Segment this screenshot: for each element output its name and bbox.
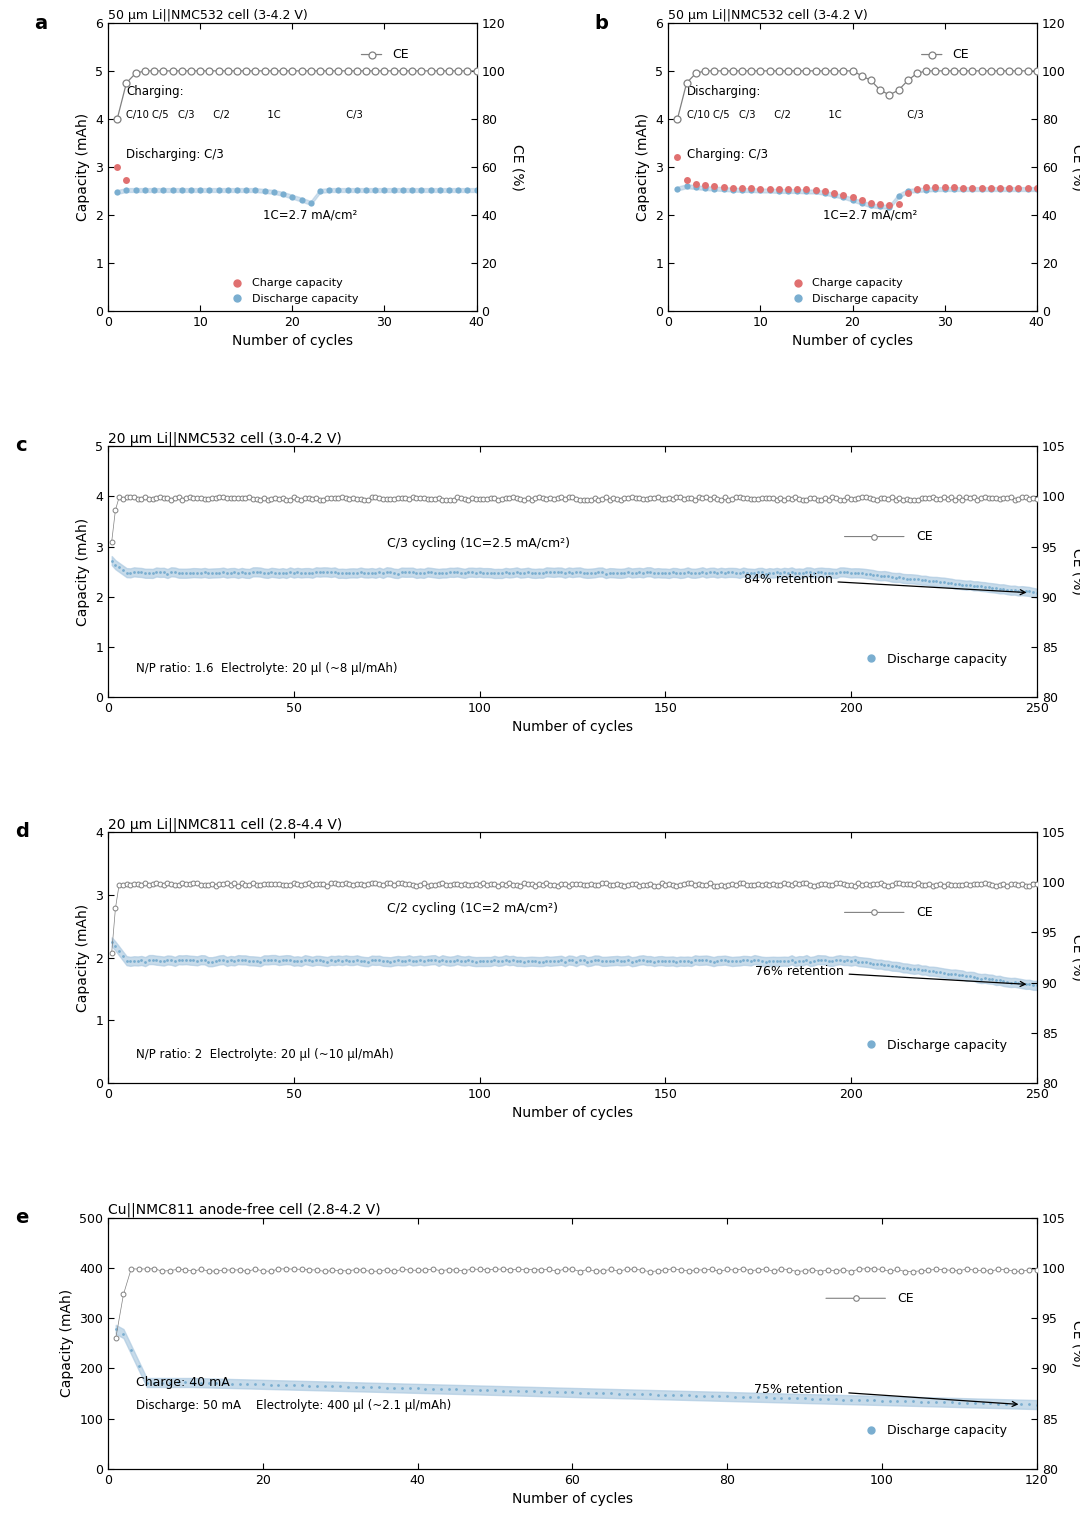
Text: N/P ratio: 1.6  Electrolyte: 20 μl (~8 μl/mAh): N/P ratio: 1.6 Electrolyte: 20 μl (~8 μl… [136, 662, 397, 674]
Text: C/10 C/5   C/3      C/2            1C                     C/3: C/10 C/5 C/3 C/2 1C C/3 [687, 110, 923, 120]
Text: Charging:: Charging: [126, 85, 184, 97]
Y-axis label: Capacity (mAh): Capacity (mAh) [59, 1289, 73, 1397]
Legend: Discharge capacity: Discharge capacity [853, 1033, 1012, 1056]
Text: 1C=2.7 mA/cm²: 1C=2.7 mA/cm² [262, 209, 357, 222]
Legend: Discharge capacity: Discharge capacity [853, 1420, 1012, 1443]
Text: d: d [15, 822, 29, 842]
Text: b: b [594, 14, 608, 33]
Text: 1C=2.7 mA/cm²: 1C=2.7 mA/cm² [823, 209, 917, 222]
X-axis label: Number of cycles: Number of cycles [512, 720, 633, 735]
Y-axis label: Capacity (mAh): Capacity (mAh) [76, 113, 90, 221]
Y-axis label: CE (%): CE (%) [1071, 935, 1080, 982]
Text: C/10 C/5   C/3      C/2            1C                     C/3: C/10 C/5 C/3 C/2 1C C/3 [126, 110, 363, 120]
Text: CE: CE [916, 906, 933, 919]
Text: CE: CE [916, 530, 933, 543]
Y-axis label: Capacity (mAh): Capacity (mAh) [76, 904, 90, 1012]
Y-axis label: CE (%): CE (%) [1071, 143, 1080, 190]
X-axis label: Number of cycles: Number of cycles [512, 1492, 633, 1507]
Text: 75% retention: 75% retention [754, 1383, 1017, 1406]
Text: 50 μm Li||NMC532 cell (3-4.2 V): 50 μm Li||NMC532 cell (3-4.2 V) [669, 9, 868, 21]
Text: Discharge: 50 mA    Electrolyte: 400 μl (~2.1 μl/mAh): Discharge: 50 mA Electrolyte: 400 μl (~2… [136, 1399, 451, 1411]
Text: Charging: C/3: Charging: C/3 [687, 148, 768, 161]
Legend: Discharge capacity: Discharge capacity [853, 648, 1012, 671]
Text: 50 μm Li||NMC532 cell (3-4.2 V): 50 μm Li||NMC532 cell (3-4.2 V) [108, 9, 308, 21]
Y-axis label: CE (%): CE (%) [511, 143, 525, 190]
Legend: Charge capacity, Discharge capacity: Charge capacity, Discharge capacity [221, 274, 363, 309]
X-axis label: Number of cycles: Number of cycles [792, 335, 913, 349]
Y-axis label: Capacity (mAh): Capacity (mAh) [636, 113, 650, 221]
Y-axis label: Capacity (mAh): Capacity (mAh) [76, 517, 90, 626]
Text: 20 μm Li||NMC811 cell (2.8-4.4 V): 20 μm Li||NMC811 cell (2.8-4.4 V) [108, 817, 342, 831]
Text: 84% retention: 84% retention [744, 572, 1025, 595]
Text: CE: CE [953, 49, 969, 61]
Text: Charge: 40 mA: Charge: 40 mA [136, 1376, 230, 1390]
Y-axis label: CE (%): CE (%) [1071, 1320, 1080, 1367]
Text: 76% retention: 76% retention [755, 965, 1025, 986]
Text: 20 μm Li||NMC532 cell (3.0-4.2 V): 20 μm Li||NMC532 cell (3.0-4.2 V) [108, 431, 341, 446]
Text: e: e [15, 1208, 28, 1227]
X-axis label: Number of cycles: Number of cycles [232, 335, 353, 349]
Text: CE: CE [897, 1292, 914, 1304]
Legend: Charge capacity, Discharge capacity: Charge capacity, Discharge capacity [782, 274, 923, 309]
Text: N/P ratio: 2  Electrolyte: 20 μl (~10 μl/mAh): N/P ratio: 2 Electrolyte: 20 μl (~10 μl/… [136, 1047, 393, 1061]
X-axis label: Number of cycles: Number of cycles [512, 1106, 633, 1120]
Text: Discharging: C/3: Discharging: C/3 [126, 148, 225, 161]
Text: C/3 cycling (1C=2.5 mA/cm²): C/3 cycling (1C=2.5 mA/cm²) [387, 537, 569, 549]
Text: CE: CE [392, 49, 408, 61]
Text: c: c [15, 437, 27, 455]
Text: Cu||NMC811 anode-free cell (2.8-4.2 V): Cu||NMC811 anode-free cell (2.8-4.2 V) [108, 1202, 380, 1218]
Y-axis label: CE (%): CE (%) [1071, 548, 1080, 595]
Text: a: a [35, 14, 48, 33]
Text: C/2 cycling (1C=2 mA/cm²): C/2 cycling (1C=2 mA/cm²) [387, 903, 557, 915]
Text: Discharging:: Discharging: [687, 85, 761, 97]
